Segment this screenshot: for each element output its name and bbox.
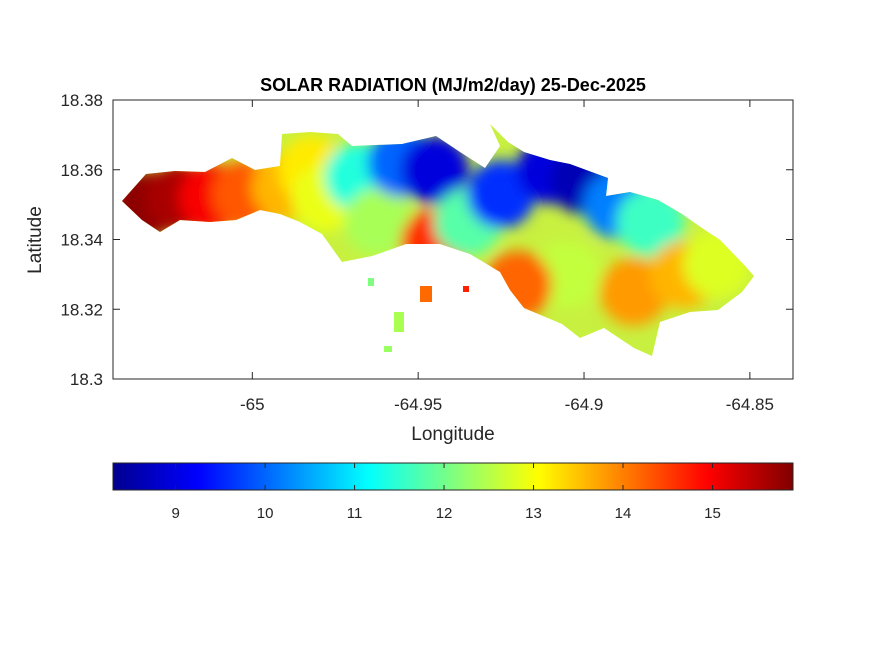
colorbar-tick-label: 12 — [436, 505, 453, 522]
x-tick-label: -64.9 — [565, 395, 604, 414]
y-tick-label: 18.3 — [70, 370, 103, 389]
chart-title: SOLAR RADIATION (MJ/m2/day) 25-Dec-2025 — [260, 75, 646, 95]
y-tick-label: 18.34 — [60, 231, 103, 250]
colorbar-tick-label: 13 — [525, 505, 542, 522]
colorbar-tick-label: 11 — [347, 505, 363, 522]
colorbar-ticks: 9 10 11 12 13 14 15 — [171, 463, 721, 522]
colorbar-tick-label: 14 — [615, 505, 632, 522]
islet — [463, 286, 469, 292]
x-tick-label: -65 — [240, 395, 265, 414]
colorbar-tick-label: 9 — [171, 505, 179, 522]
islet — [420, 286, 432, 302]
x-axis-ticks: -65 -64.95 -64.9 -64.85 — [240, 100, 774, 414]
y-axis-label: Latitude — [25, 206, 46, 274]
islet — [384, 346, 392, 352]
y-tick-label: 18.36 — [60, 161, 103, 180]
y-tick-label: 18.38 — [60, 91, 103, 110]
x-axis-label: Longitude — [411, 424, 494, 445]
colorbar-tick-label: 10 — [257, 505, 274, 522]
x-tick-label: -64.95 — [394, 395, 442, 414]
islet — [368, 278, 374, 286]
colorbar: 9 10 11 12 13 14 15 — [112, 462, 794, 522]
x-tick-label: -64.85 — [726, 395, 774, 414]
y-tick-label: 18.32 — [60, 300, 103, 319]
islet — [394, 312, 404, 332]
field-sample — [400, 135, 469, 204]
field-sample — [344, 188, 413, 257]
colorbar-gradient — [112, 462, 794, 491]
colorbar-tick-label: 15 — [704, 505, 721, 522]
y-axis-ticks: 18.3 18.32 18.34 18.36 18.38 — [60, 91, 793, 389]
